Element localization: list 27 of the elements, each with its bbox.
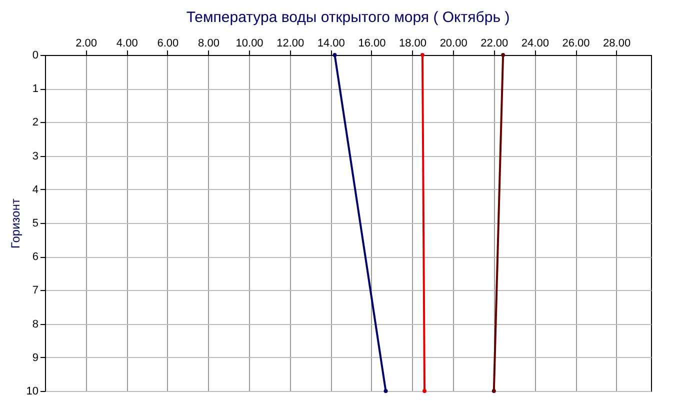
x-tick-label: 8.00 [198, 38, 220, 50]
y-tick-label: 10 [26, 386, 38, 398]
y-tick-label: 2 [32, 116, 38, 129]
chart-title: Температура воды открытого моря ( Октябрь ) [186, 9, 510, 26]
y-tick-label: 5 [32, 218, 38, 230]
y-axis-title: Горизонт [8, 198, 22, 248]
y-tick-label: 7 [32, 284, 38, 297]
x-tick-label: 28.00 [603, 38, 631, 50]
x-tick-label: 24.00 [521, 38, 549, 50]
x-tick-label: 14.00 [317, 38, 345, 50]
x-tick-label: 4.00 [116, 38, 138, 50]
x-tick-label: 2.00 [76, 38, 98, 50]
x-tick-label: 20.00 [440, 38, 468, 50]
x-tick-label: 22.00 [480, 38, 508, 50]
x-tick-label: 18.00 [399, 38, 427, 50]
x-tick-label: 6.00 [157, 38, 179, 50]
y-tick-label: 0 [32, 50, 38, 62]
y-tick-label: 9 [32, 352, 38, 364]
y-tick-label: 1 [32, 83, 38, 96]
x-tick-label: 12.00 [276, 38, 304, 50]
x-tick-label: 10.00 [236, 38, 264, 50]
y-tick-label: 3 [32, 150, 38, 162]
x-tick-label: 26.00 [562, 38, 590, 50]
y-tick-label: 8 [32, 318, 38, 330]
x-tick-label: 16.00 [358, 38, 386, 50]
y-tick-label: 4 [32, 184, 38, 196]
y-tick-label: 6 [32, 251, 38, 264]
